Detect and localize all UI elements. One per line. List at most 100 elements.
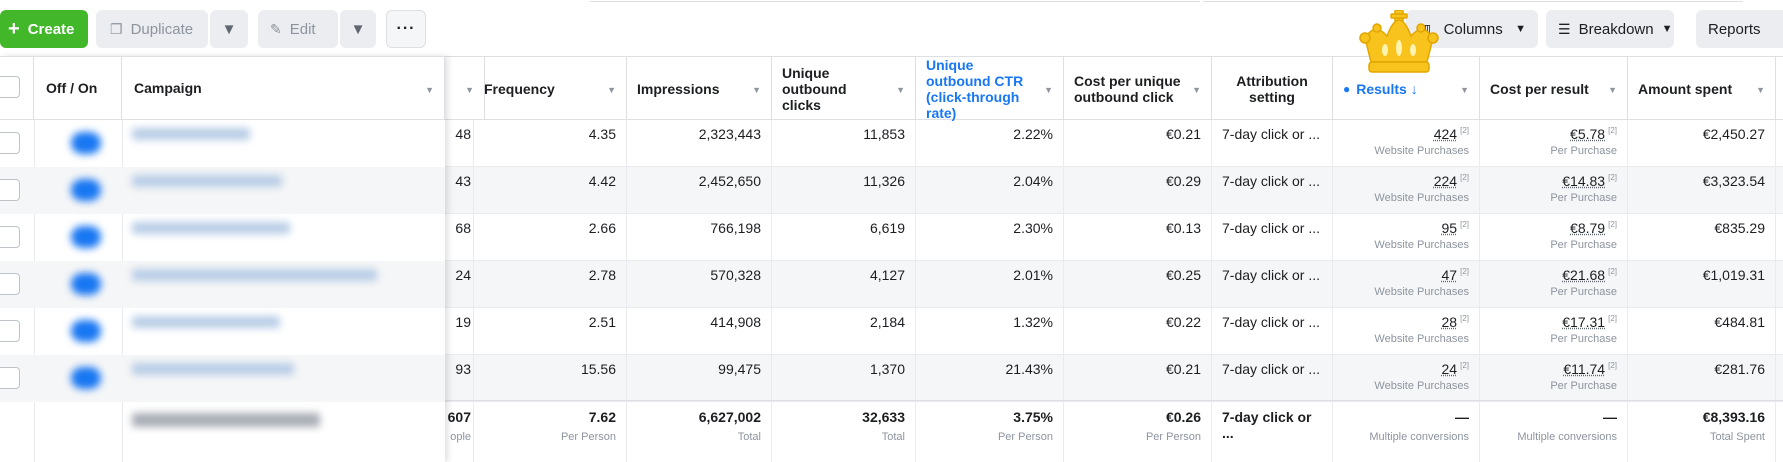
toolbar: + Create ❐ Duplicate ▼ ✎ Edit ▼ ··· ▥ Co…	[0, 0, 1783, 56]
column-header-unique-outbound-clicks[interactable]: Unique outbound clicks ▼	[772, 57, 916, 120]
cell-cpr: €8.79 [2] Per Purchase	[1480, 214, 1628, 261]
cpr-value-link[interactable]: €17.31	[1562, 314, 1606, 330]
reports-button[interactable]: Reports	[1696, 10, 1783, 48]
footnote-marker: [2]	[1608, 173, 1617, 183]
cell-clicks: 6,619	[772, 214, 916, 261]
more-options-button[interactable]: ···	[386, 10, 426, 48]
duplicate-dropdown-button[interactable]: ▼	[210, 10, 248, 48]
campaign-name-blurred[interactable]	[132, 316, 280, 328]
cell-ctr: 2.22%	[916, 120, 1064, 167]
column-header-frequency[interactable]: Frequency ▼	[474, 57, 627, 120]
footnote-marker: [2]	[1460, 173, 1469, 183]
cpr-value-link[interactable]: €8.79	[1570, 220, 1606, 236]
impressions-value: 414,908	[710, 314, 761, 330]
campaign-row[interactable]	[0, 308, 445, 355]
cell-frequency: 2.78	[474, 261, 627, 308]
row-checkbox[interactable]	[0, 273, 20, 295]
results-value-link[interactable]: 424	[1433, 126, 1458, 142]
plus-icon: +	[8, 18, 20, 40]
column-header-campaign[interactable]: Campaign ▼	[122, 57, 445, 120]
column-header-reach[interactable]: ▼	[445, 57, 485, 120]
campaign-name-blurred[interactable]	[132, 363, 294, 375]
edit-button[interactable]: ✎ Edit	[258, 10, 338, 48]
column-header-off-on[interactable]: Off / On	[34, 57, 122, 120]
result-type-label: Per Purchase	[1550, 145, 1617, 157]
table-row[interactable]: 19 2.51 414,908 2,184 1.32% €0.22 7-day click …	[0, 308, 1783, 355]
cell-results: 424 [2] Website Purchases	[1333, 120, 1480, 167]
campaign-name-blurred[interactable]	[132, 128, 250, 140]
campaign-row[interactable]	[0, 120, 445, 167]
frequency-value: 4.42	[588, 173, 616, 189]
top-divider-right	[1203, 0, 1743, 2]
chevron-down-icon: ▼	[1608, 85, 1617, 95]
cell-clicks: 11,326	[772, 167, 916, 214]
campaign-name-blurred[interactable]	[132, 175, 282, 187]
results-value-link[interactable]: 24	[1441, 361, 1458, 377]
cpr-value-link[interactable]: €5.78	[1570, 126, 1606, 142]
cell-attribution: 7-day click or ...	[1212, 308, 1333, 355]
campaign-name-blurred[interactable]	[132, 269, 377, 281]
column-header-impressions[interactable]: Impressions ▼	[627, 57, 772, 120]
cell-attribution: 7-day click or ...	[1212, 355, 1333, 402]
campaign-toggle[interactable]	[71, 273, 101, 295]
chevron-down-icon: ▼	[896, 85, 905, 95]
edit-dropdown-button[interactable]: ▼	[340, 10, 376, 48]
table-row[interactable]: 48 4.35 2,323,443 11,853 2.22% €0.21 7-day cli…	[0, 120, 1783, 167]
chevron-down-icon: ▼	[1460, 85, 1469, 95]
cpr-value-link[interactable]: €14.83	[1562, 173, 1606, 189]
campaign-row[interactable]	[0, 214, 445, 261]
cell-cpr: €21.68 [2] Per Purchase	[1480, 261, 1628, 308]
create-button[interactable]: + Create	[0, 10, 88, 48]
table-row[interactable]: 68 2.66 766,198 6,619 2.30% €0.13 7-day click …	[0, 214, 1783, 261]
result-type-label: Per Purchase	[1550, 333, 1617, 345]
spent-value: €2,450.27	[1702, 126, 1765, 142]
campaign-toggle[interactable]	[71, 320, 101, 342]
row-checkbox[interactable]	[0, 132, 20, 154]
row-checkbox[interactable]	[0, 320, 20, 342]
results-value-link[interactable]: 47	[1441, 267, 1458, 283]
summary-ctr: 3.75% Per Person	[916, 401, 1064, 462]
summary-cpc: €0.26 Per Person	[1064, 401, 1212, 462]
info-icon: ●	[1343, 81, 1351, 96]
cell-impressions: 2,323,443	[627, 120, 772, 167]
cell-reach-tail: 48	[445, 120, 474, 167]
column-header-results[interactable]: ● Results ↓ ▼	[1333, 57, 1480, 120]
results-value-link[interactable]: 28	[1441, 314, 1458, 330]
column-header-amount-spent[interactable]: Amount spent ▼	[1628, 57, 1776, 120]
columns-label: Columns	[1443, 20, 1503, 38]
row-checkbox[interactable]	[0, 226, 20, 248]
frequency-value: 2.66	[588, 220, 616, 236]
results-value-link[interactable]: 95	[1441, 220, 1458, 236]
reach-tail-value: 48	[455, 126, 471, 142]
cpr-value-link[interactable]: €21.68	[1562, 267, 1606, 283]
duplicate-icon: ❐	[110, 20, 123, 37]
column-header-attribution-setting[interactable]: Attribution setting	[1212, 57, 1333, 120]
campaign-toggle[interactable]	[71, 179, 101, 201]
footnote-marker: [2]	[1460, 220, 1469, 230]
chevron-down-icon: ▼	[1515, 23, 1526, 35]
campaign-toggle[interactable]	[71, 367, 101, 389]
duplicate-button[interactable]: ❐ Duplicate	[96, 10, 208, 48]
campaign-row[interactable]	[0, 167, 445, 214]
campaign-toggle[interactable]	[71, 132, 101, 154]
row-checkbox[interactable]	[0, 367, 20, 389]
footnote-marker: [2]	[1460, 361, 1469, 371]
select-all-checkbox[interactable]	[0, 76, 20, 98]
result-type-label: Per Purchase	[1550, 192, 1617, 204]
campaign-toggle[interactable]	[71, 226, 101, 248]
column-header-unique-outbound-ctr[interactable]: Unique outbound CTR (click-through rate)…	[916, 57, 1064, 121]
campaign-row[interactable]	[0, 355, 445, 402]
cpr-value-link[interactable]: €11.74	[1563, 361, 1606, 377]
cell-clicks: 2,184	[772, 308, 916, 355]
campaign-row[interactable]	[0, 261, 445, 308]
campaign-name-blurred[interactable]	[132, 222, 290, 234]
top-divider	[590, 0, 1200, 2]
column-header-cost-per-result[interactable]: Cost per result ▼	[1480, 57, 1628, 120]
column-header-cost-per-unique-outbound-click[interactable]: Cost per unique outbound click ▼	[1064, 57, 1212, 120]
cell-spent: €484.81	[1628, 308, 1776, 355]
cell-frequency: 4.35	[474, 120, 627, 167]
row-checkbox[interactable]	[0, 179, 20, 201]
breakdown-button[interactable]: ☰ Breakdown ▼	[1546, 10, 1674, 48]
footnote-marker: [2]	[1608, 314, 1617, 324]
results-value-link[interactable]: 224	[1433, 173, 1458, 189]
